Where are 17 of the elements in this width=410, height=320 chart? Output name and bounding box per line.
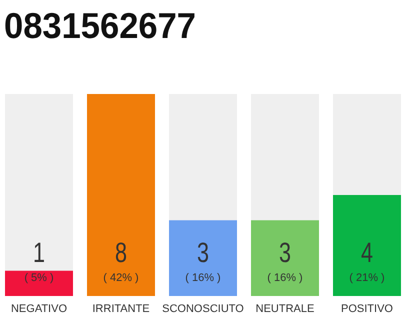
x-tick-label: SCONOSCIUTO (162, 303, 244, 315)
annotation: ( 16% ) (185, 272, 221, 284)
annotation: ( 42% ) (103, 272, 139, 284)
data-label: 1 (33, 237, 49, 268)
x-tick-label: NEUTRALE (256, 303, 314, 315)
data-label: 8 (115, 237, 131, 268)
x-tick-label: NEGATIVO (10, 303, 68, 315)
annotation: ( 16% ) (267, 272, 303, 284)
x-tick-label: POSITIVO (341, 303, 394, 315)
annotation: ( 5% ) (24, 272, 54, 284)
chart-title: 0831562677 (4, 5, 204, 46)
data-label: 3 (197, 237, 213, 268)
x-tick-label: IRRITANTE (92, 303, 150, 315)
data-label: 4 (361, 237, 377, 268)
bar (5, 270, 73, 296)
data-label: 3 (279, 237, 295, 268)
annotation: ( 21% ) (349, 272, 385, 284)
